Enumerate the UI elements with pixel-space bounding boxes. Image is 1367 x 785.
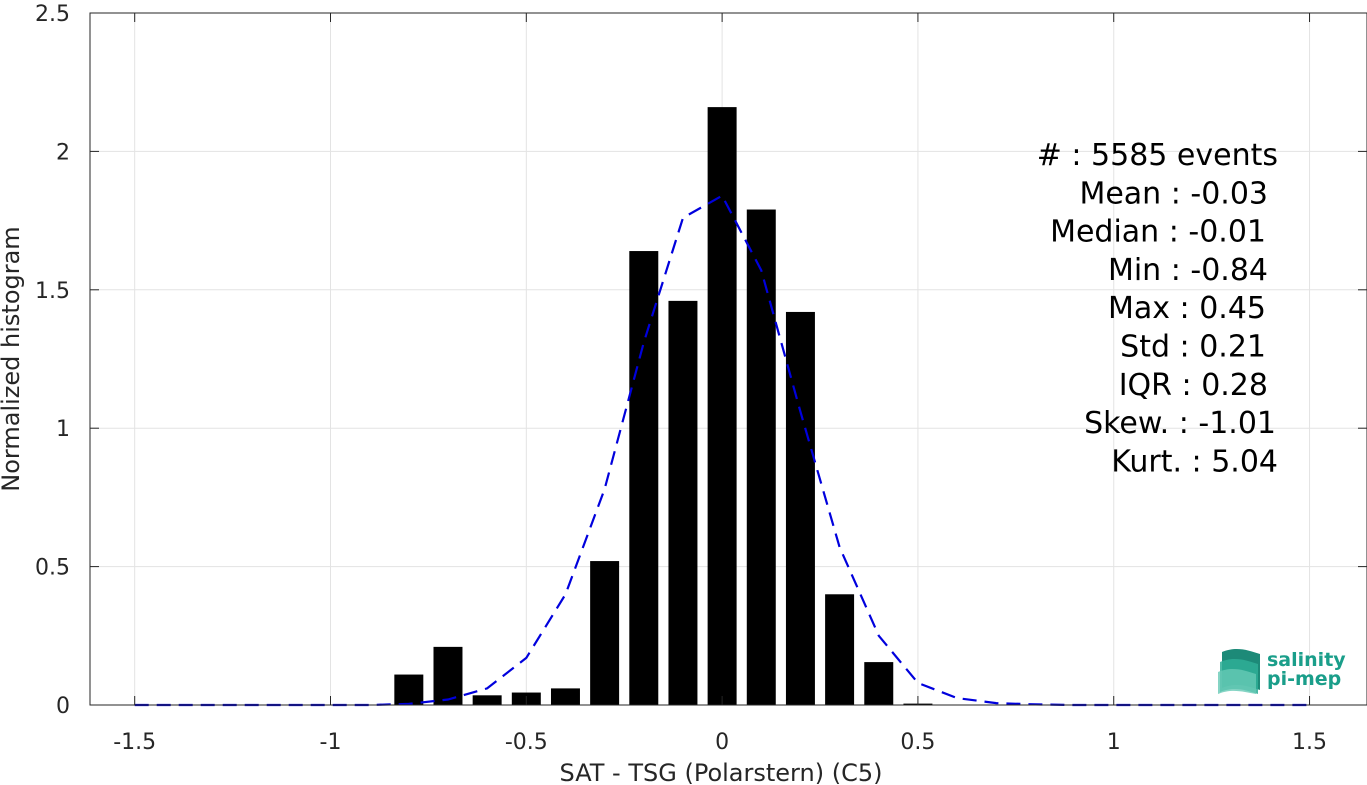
x-tick-label: -1.5 (113, 730, 156, 755)
histogram-bar (629, 251, 659, 705)
y-tick-label: 0.5 (35, 556, 70, 581)
y-tick-label: 1 (56, 417, 70, 442)
stat-line: Max : 0.45 (1108, 291, 1266, 326)
histogram-bar (785, 311, 815, 705)
histogram-bars (394, 107, 933, 705)
histogram-bar (825, 594, 855, 705)
x-tick-label: 0.5 (900, 730, 935, 755)
histogram-bar (394, 674, 424, 705)
histogram-bar (707, 107, 737, 705)
x-tick-label: -1 (320, 730, 342, 755)
y-tick-label: 1.5 (35, 279, 70, 304)
x-tick-label: 0 (715, 730, 729, 755)
stat-line: Mean : -0.03 (1079, 176, 1268, 211)
x-tick-labels: -1.5 -1 -0.5 0 0.5 1 1.5 (113, 730, 1327, 755)
stat-line: Std : 0.21 (1120, 330, 1266, 365)
x-tick-label: 1 (1107, 730, 1121, 755)
histogram-bar (668, 300, 698, 705)
axis-ticks (90, 12, 1367, 706)
y-tick-label: 0 (56, 694, 70, 719)
stat-line: Kurt. : 5.04 (1111, 444, 1278, 479)
x-axis-label: SAT - TSG (Polarstern) (C5) (560, 759, 883, 785)
plot-frame (89, 12, 1367, 706)
stat-line: Median : -0.01 (1050, 215, 1266, 250)
stat-line: IQR : 0.28 (1119, 368, 1268, 403)
logo-line-1: salinity (1267, 649, 1346, 671)
histogram-bar (590, 561, 620, 705)
y-tick-label: 2.5 (35, 2, 70, 27)
x-tick-label: -0.5 (505, 730, 548, 755)
stat-line: Min : -0.84 (1108, 253, 1268, 288)
y-tick-labels: 0 0.5 1 1.5 2 2.5 (35, 2, 70, 719)
stat-line: Skew. : -1.01 (1084, 406, 1276, 441)
logo-line-2: pi-mep (1267, 668, 1341, 690)
stat-line: # : 5585 events (1037, 138, 1278, 173)
histogram-bar (433, 646, 463, 705)
y-axis-label: Normalized histogram (0, 226, 25, 491)
histogram-bar (472, 695, 502, 705)
y-tick-label: 2 (56, 140, 70, 165)
histogram-bar (550, 688, 580, 705)
x-tick-label: 1.5 (1292, 730, 1327, 755)
histogram-bar (746, 209, 776, 705)
histogram-bar (864, 662, 894, 705)
wave-icon (1218, 648, 1260, 694)
salinity-pi-mep-logo: salinity pi-mep (1218, 648, 1346, 694)
